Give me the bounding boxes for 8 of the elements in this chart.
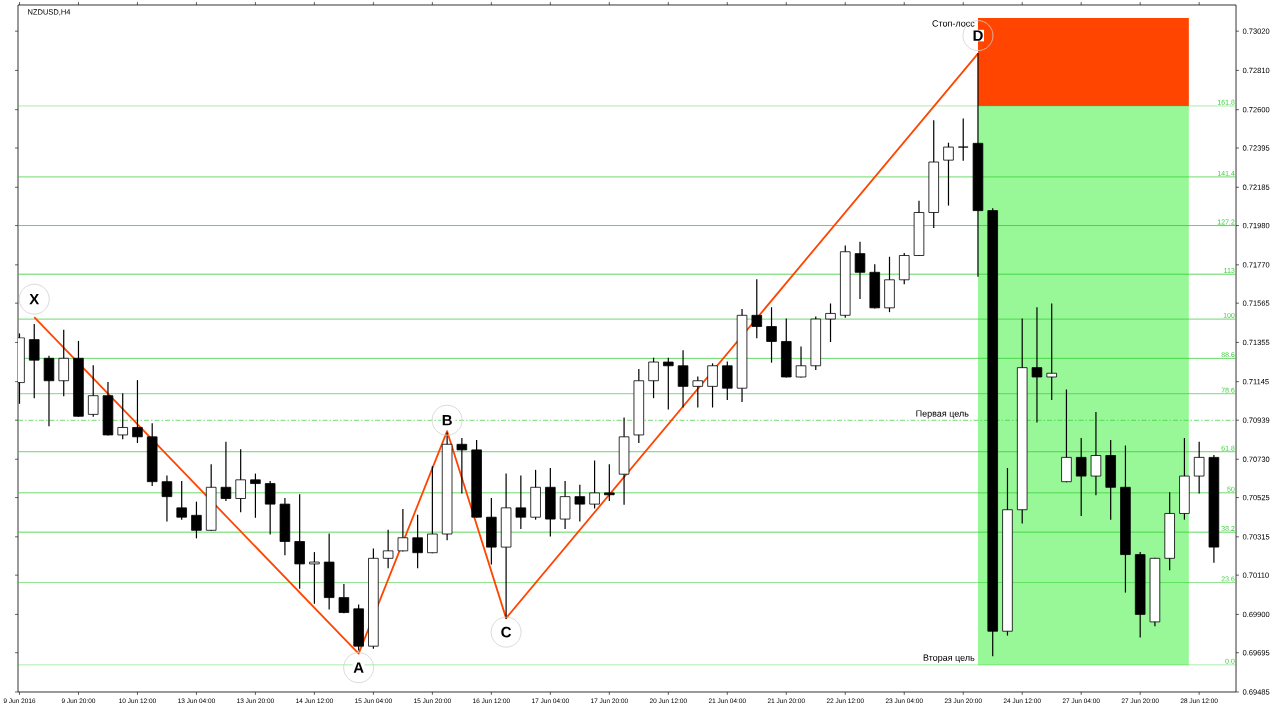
data-label: D <box>973 30 983 41</box>
data-label: A <box>353 662 364 673</box>
data-label: X <box>29 294 40 305</box>
band-label: Вторая цель <box>923 654 975 663</box>
data-label: C <box>501 626 512 638</box>
band-label: Стоп-лосс <box>932 20 975 27</box>
ref-line-label: Первая цель <box>916 410 969 419</box>
data-label: B <box>442 415 452 426</box>
